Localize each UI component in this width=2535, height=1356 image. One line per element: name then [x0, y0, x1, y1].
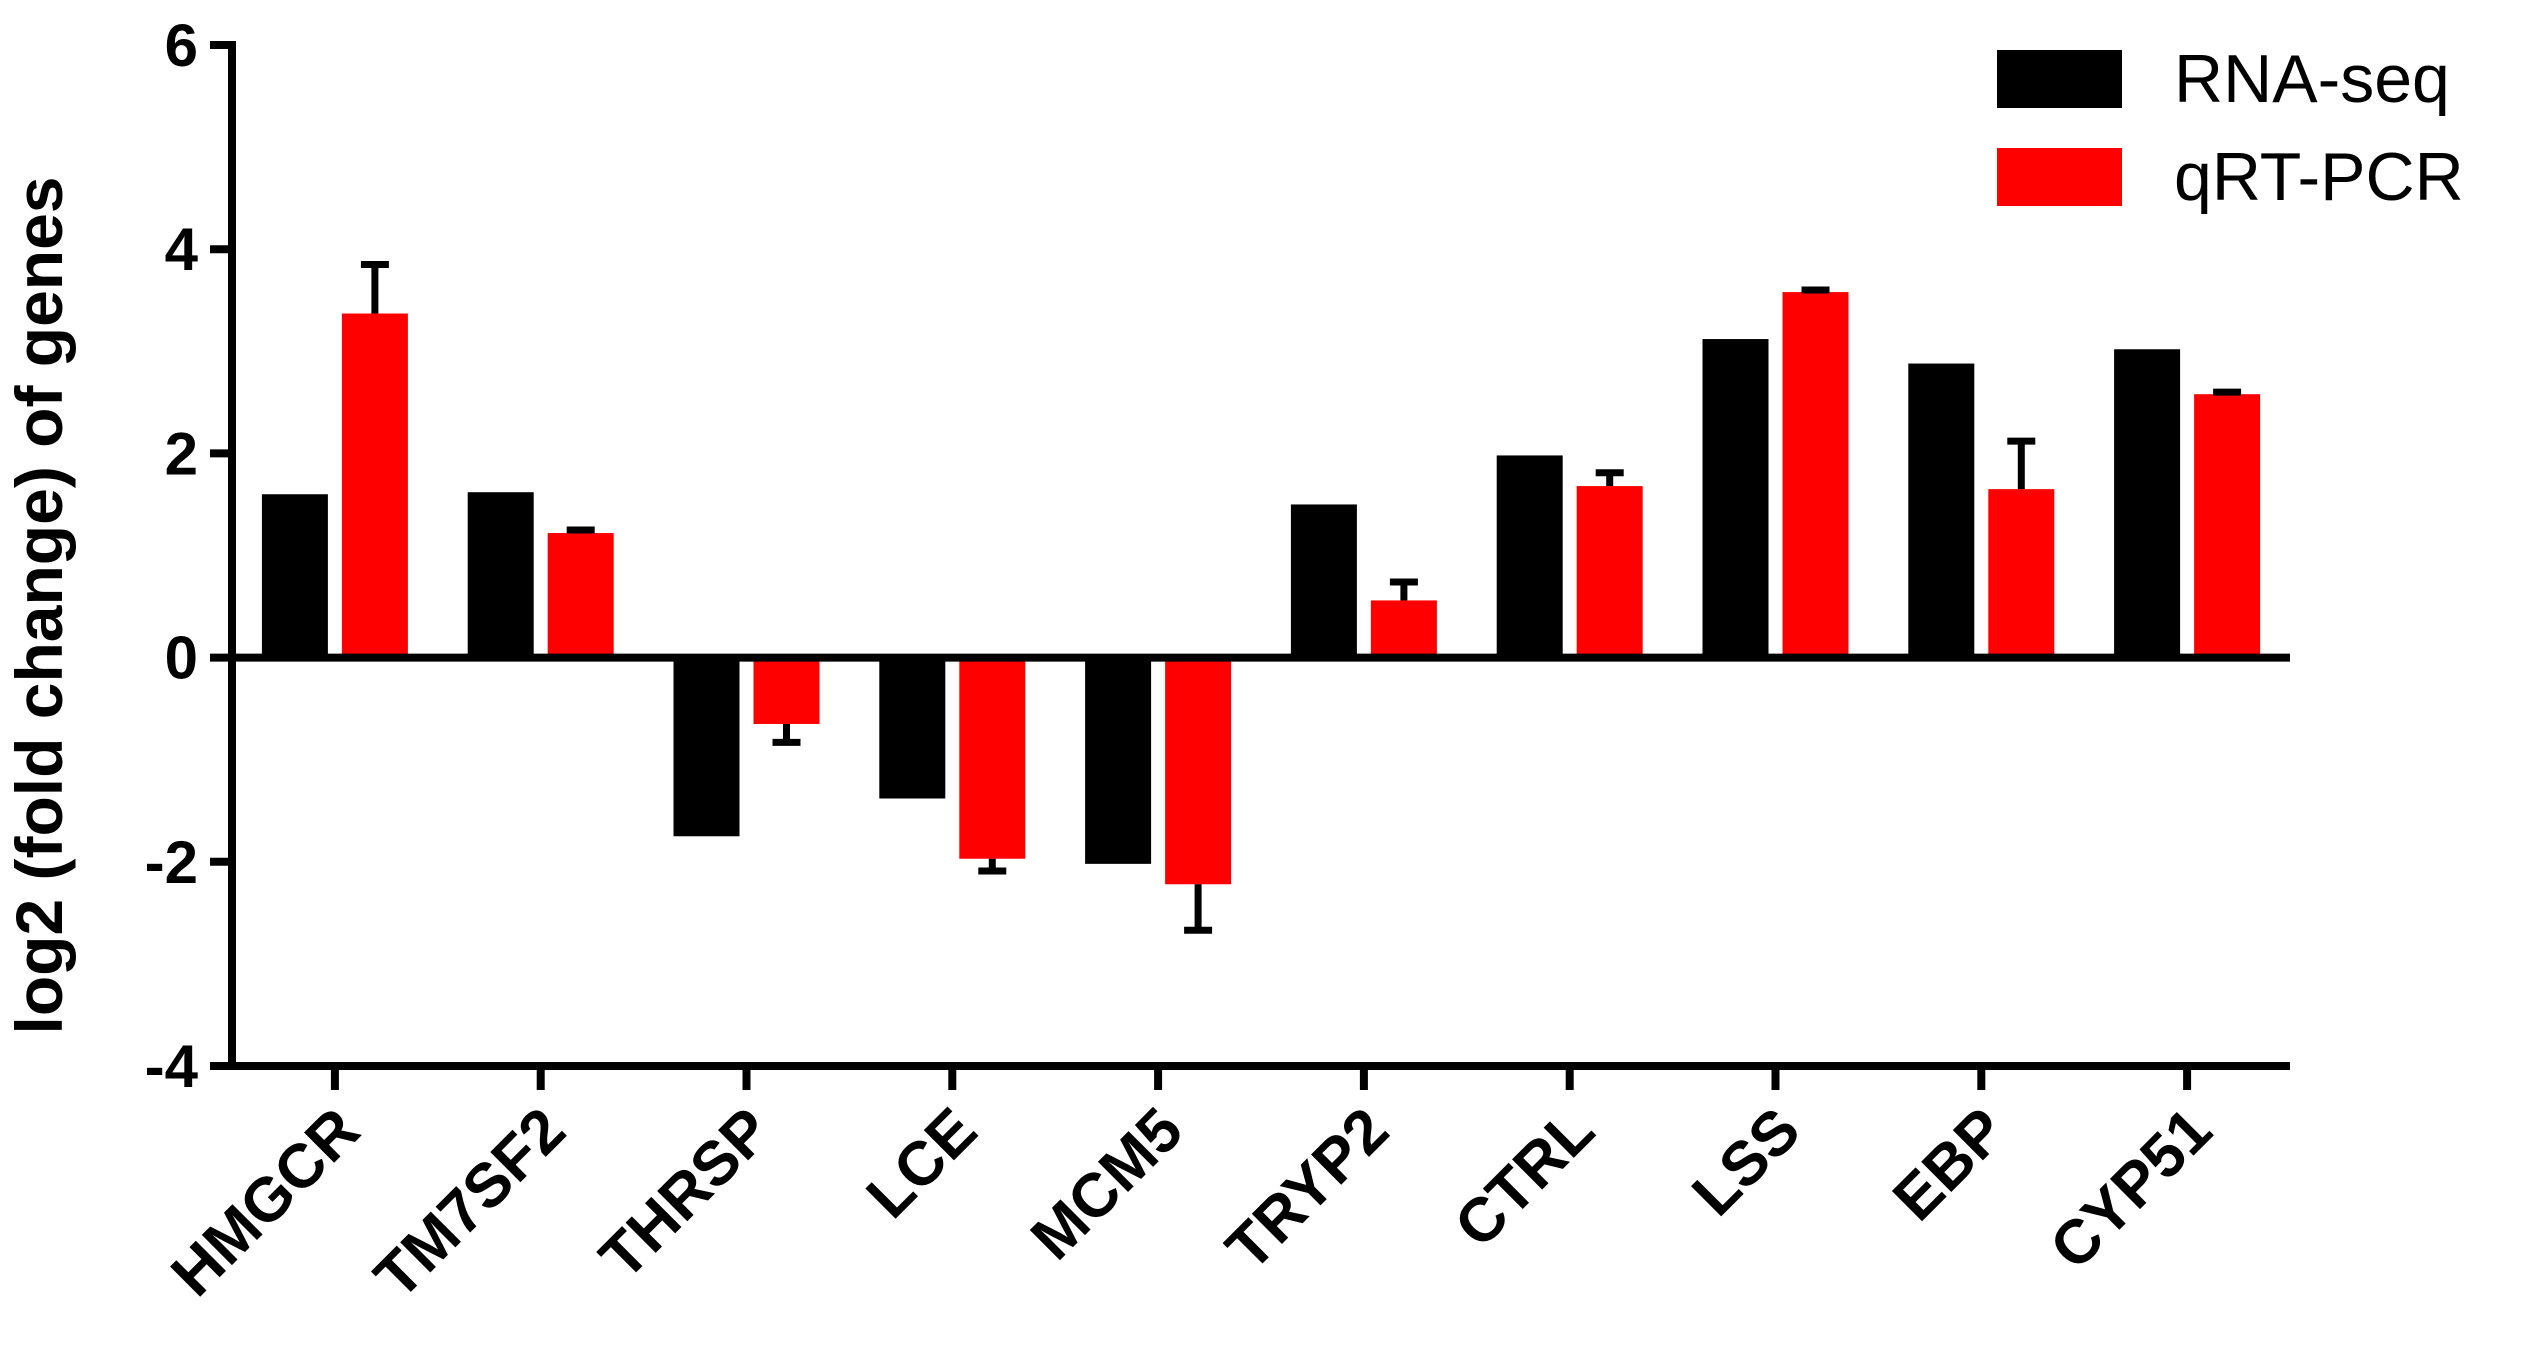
- x-tick-label: CTRL: [1442, 1095, 1608, 1261]
- legend-label: qRT-PCR: [2174, 139, 2464, 215]
- legend: RNA-seq qRT-PCR: [1997, 41, 2464, 215]
- bar-qrt-pcr-lss: [1782, 292, 1849, 658]
- bar-qrt-pcr-cyp51: [2194, 394, 2261, 658]
- bar-qrt-pcr-lce: [959, 657, 1026, 859]
- x-tick-label: MCM5: [1018, 1095, 1196, 1273]
- legend-swatch-rna-seq: [1997, 50, 2122, 108]
- y-tick-label: 2: [165, 420, 198, 487]
- bar-qrt-pcr-thrsp: [753, 657, 820, 724]
- y-axis-title: log2 (fold change) of genes: [2, 176, 76, 1034]
- axes-layer: [228, 41, 2290, 1070]
- bar-rna-seq-tm7sf2: [467, 492, 534, 658]
- y-tick-label: -2: [145, 829, 198, 896]
- x-tick-label: LSS: [1679, 1095, 1813, 1229]
- bar-rna-seq-mcm5: [1085, 657, 1152, 864]
- bar-qrt-pcr-hmgcr: [341, 313, 408, 658]
- bar-rna-seq-lce: [879, 657, 946, 799]
- bar-rna-seq-hmgcr: [261, 494, 328, 658]
- bar-rna-seq-lss: [1702, 339, 1769, 658]
- y-tick-label: 0: [165, 625, 198, 692]
- error-bars-layer: [360, 261, 2242, 934]
- bar-rna-seq-ebp: [1908, 363, 1975, 658]
- y-ticks: 6 4 2 0 -2 -4: [145, 12, 232, 1100]
- x-tick-label: LCE: [854, 1095, 990, 1231]
- x-tick-label: CYP51: [2037, 1095, 2225, 1283]
- y-tick-label: 4: [165, 216, 199, 283]
- bar-rna-seq-ctrl: [1496, 455, 1563, 658]
- y-tick-label: 6: [165, 12, 198, 79]
- y-tick-label: -4: [145, 1033, 199, 1100]
- bar-qrt-pcr-tryp2: [1370, 600, 1437, 658]
- bar-qrt-pcr-tm7sf2: [547, 533, 614, 658]
- legend-label: RNA-seq: [2174, 41, 2450, 117]
- bar-qrt-pcr-mcm5: [1165, 657, 1232, 885]
- x-tick-label: TRYP2: [1213, 1095, 1401, 1283]
- x-tick-label: HMGCR: [158, 1095, 372, 1309]
- x-tick-label: EBP: [1880, 1095, 2019, 1234]
- x-tick-label: THRSP: [587, 1095, 784, 1292]
- bar-qrt-pcr-ctrl: [1576, 486, 1643, 658]
- x-tick-label: TM7SF2: [362, 1095, 579, 1312]
- bar-rna-seq-tryp2: [1290, 504, 1357, 658]
- bar-rna-seq-cyp51: [2114, 349, 2181, 658]
- bar-qrt-pcr-ebp: [1988, 489, 2055, 658]
- legend-swatch-qrt-pcr: [1997, 148, 2122, 206]
- bar-rna-seq-thrsp: [673, 657, 740, 837]
- bars-layer: [261, 292, 2261, 885]
